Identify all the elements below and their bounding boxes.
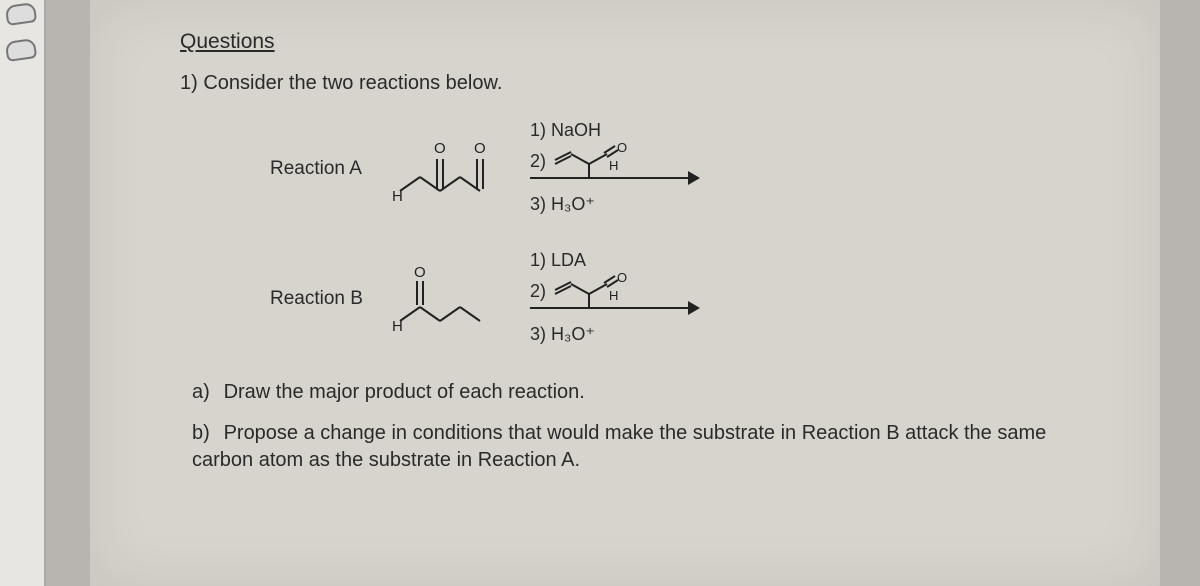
spiral-binding bbox=[5, 38, 37, 62]
atom-O2: O bbox=[474, 140, 486, 157]
reaction-b-cond-top: 1) LDA 2) O H bbox=[530, 249, 631, 312]
reagent-enone-icon: O H bbox=[551, 272, 631, 312]
reagent-O: O bbox=[617, 272, 627, 285]
cond-line2: 2) O H bbox=[530, 272, 631, 312]
cond-line2: 2) O H bbox=[530, 142, 631, 182]
notebook-edge bbox=[0, 0, 46, 586]
part-b: b) Propose a change in conditions that w… bbox=[192, 420, 1090, 474]
part-a-label: a) bbox=[192, 379, 218, 406]
reaction-arrow bbox=[530, 307, 690, 309]
reaction-a-row: Reaction A H O O 1) NaOH 2) bbox=[270, 119, 1090, 219]
cond-line1: 1) NaOH bbox=[530, 119, 631, 142]
spiral-binding bbox=[5, 2, 37, 26]
cond-line3: 3) H₃O⁺ bbox=[530, 324, 595, 345]
reaction-b-label: Reaction B bbox=[270, 288, 380, 310]
part-a-text: Draw the major product of each reaction. bbox=[224, 381, 585, 403]
reaction-b-substrate-structure: H O bbox=[390, 259, 520, 339]
section-heading: Questions bbox=[180, 30, 1090, 54]
reagent-H: H bbox=[609, 158, 618, 173]
part-a: a) Draw the major product of each reacti… bbox=[192, 379, 1090, 406]
reaction-b-row: Reaction B H O 1) LDA 2) bbox=[270, 249, 1090, 349]
reaction-arrow bbox=[530, 177, 690, 179]
atom-H: H bbox=[392, 188, 403, 205]
reaction-arrow-head bbox=[688, 301, 700, 315]
cond-line3: 3) H₃O⁺ bbox=[530, 194, 595, 215]
reagent-enone-icon: O H bbox=[551, 142, 631, 182]
reaction-a-conditions: 1) NaOH 2) O H bbox=[530, 119, 730, 219]
reagent-O: O bbox=[617, 142, 627, 155]
part-b-text: Propose a change in conditions that woul… bbox=[192, 422, 1046, 471]
atom-O: O bbox=[414, 264, 426, 281]
reaction-arrow-head bbox=[688, 171, 700, 185]
reaction-a-cond-top: 1) NaOH 2) O H bbox=[530, 119, 631, 182]
reagent-H: H bbox=[609, 288, 618, 303]
reaction-a-substrate-structure: H O O bbox=[390, 129, 520, 209]
reaction-b-conditions: 1) LDA 2) O H bbox=[530, 249, 730, 349]
atom-O1: O bbox=[434, 140, 446, 157]
reaction-a-label: Reaction A bbox=[270, 158, 380, 180]
worksheet-paper: Questions 1) Consider the two reactions … bbox=[90, 0, 1160, 586]
question-1-prompt: 1) Consider the two reactions below. bbox=[180, 72, 1090, 95]
part-b-label: b) bbox=[192, 420, 218, 447]
atom-H: H bbox=[392, 318, 403, 335]
cond-line1: 1) LDA bbox=[530, 249, 631, 272]
